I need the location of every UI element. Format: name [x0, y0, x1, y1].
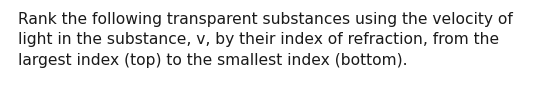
- Text: Rank the following transparent substances using the velocity of
light in the sub: Rank the following transparent substance…: [18, 12, 513, 68]
